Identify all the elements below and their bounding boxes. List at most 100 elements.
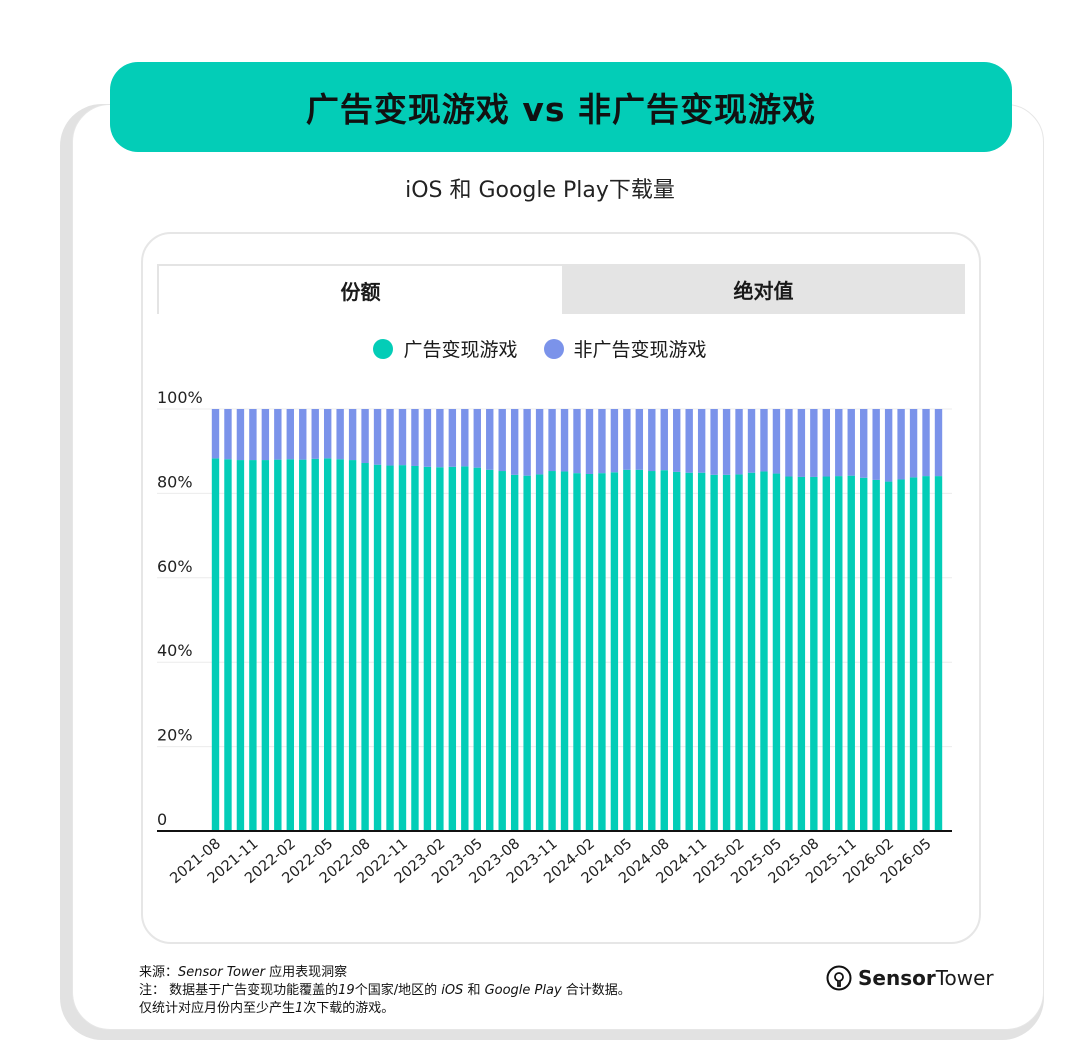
bar-non-ad: [311, 409, 319, 459]
bar-non-ad: [585, 409, 594, 474]
bar-ad: [211, 458, 220, 831]
brand-logo: SensorTower: [826, 965, 994, 991]
bar-ad: [685, 472, 693, 831]
title-bar: 广告变现游戏 vs 非广告变现游戏: [110, 62, 1012, 152]
bar-non-ad: [299, 409, 307, 460]
bar-non-ad: [648, 409, 656, 472]
bar-ad: [822, 476, 831, 831]
bar-non-ad: [348, 409, 357, 461]
chart-subtitle: iOS 和 Google Play下载量: [405, 178, 675, 203]
bar-non-ad: [760, 409, 768, 472]
bar-ad: [847, 475, 855, 831]
note-gp: Google Play: [484, 983, 562, 998]
bar-non-ad: [673, 409, 681, 472]
bar-non-ad: [510, 409, 519, 475]
footer-notes: 来源：Sensor Tower 应用表现洞察 注： 数据基于广告变现功能覆盖的1…: [139, 964, 631, 1018]
source-suffix: 应用表现洞察: [264, 965, 348, 980]
bar-non-ad: [835, 409, 843, 477]
bar-ad: [498, 471, 506, 831]
bar-ad: [236, 460, 245, 831]
bar-non-ad: [236, 409, 245, 461]
bar-non-ad: [573, 409, 581, 474]
bar-non-ad: [286, 409, 294, 460]
bar-non-ad: [361, 409, 369, 464]
bar-non-ad: [261, 409, 270, 461]
bar-ad: [785, 476, 793, 831]
note-count: 19: [338, 983, 355, 998]
bar-ad: [398, 465, 407, 831]
y-tick-label: 100%: [157, 388, 203, 407]
legend-item-ad[interactable]: 广告变现游戏: [373, 335, 518, 362]
bar-ad: [909, 477, 918, 831]
bar-ad: [486, 469, 494, 831]
sensor-tower-logo-icon: [826, 965, 852, 991]
bar-non-ad: [872, 409, 880, 480]
tab-absolute[interactable]: 绝对值: [562, 264, 965, 314]
legend-label-ad: 广告变现游戏: [403, 339, 518, 361]
bar-non-ad: [473, 409, 481, 468]
bar-non-ad: [398, 409, 407, 466]
bar-ad: [274, 459, 282, 831]
bar-ad: [535, 474, 544, 831]
note-suffix: 合计数据。: [561, 983, 631, 998]
bar-ad: [336, 459, 344, 831]
bar-non-ad: [810, 409, 818, 477]
bar-non-ad: [386, 409, 394, 466]
bar-non-ad: [635, 409, 644, 470]
bar-non-ad: [623, 409, 631, 470]
y-tick-label: 40%: [157, 641, 193, 660]
bar-non-ad: [797, 409, 806, 477]
bar-ad: [772, 473, 781, 831]
source-prefix: 来源：: [139, 965, 179, 980]
bar-non-ad: [560, 409, 569, 472]
bar-ad: [797, 476, 806, 831]
legend-item-non-ad[interactable]: 非广告变现游戏: [543, 335, 707, 362]
bar-ad: [548, 471, 556, 831]
legend: 广告变现游戏 非广告变现游戏: [0, 335, 1080, 362]
bar-ad: [286, 459, 294, 831]
note-prefix: 注： 数据基于广告变现功能覆盖的: [139, 983, 339, 998]
bar-non-ad: [897, 409, 905, 480]
bar-ad: [348, 460, 357, 831]
bar-non-ad: [523, 409, 531, 476]
tab-share[interactable]: 份额: [157, 264, 562, 314]
bar-ad: [585, 473, 594, 831]
bar-non-ad: [785, 409, 793, 477]
note-ios: iOS: [441, 983, 464, 998]
note2-prefix: 仅统计对应月份内至少产生: [139, 1001, 296, 1016]
bar-non-ad: [772, 409, 781, 474]
bar-non-ad: [860, 409, 868, 478]
bar-ad: [648, 471, 656, 831]
bar-non-ad: [598, 409, 606, 474]
bar-ad: [598, 473, 606, 831]
bar-ad: [423, 466, 432, 831]
legend-label-non-ad: 非广告变现游戏: [573, 339, 707, 361]
y-tick-label: 80%: [157, 472, 193, 491]
bar-non-ad: [423, 409, 432, 467]
bar-non-ad: [934, 409, 943, 477]
bar-ad: [722, 474, 731, 831]
brand-part2: Tower: [935, 966, 994, 990]
bar-ad: [448, 466, 457, 831]
bar-non-ad: [249, 409, 257, 461]
bar-ad: [872, 479, 880, 831]
bar-ad: [573, 473, 581, 831]
bar-ad: [311, 458, 319, 831]
source-line: 来源：Sensor Tower 应用表现洞察: [139, 964, 631, 982]
bar-non-ad: [436, 409, 444, 468]
bar-ad: [299, 459, 307, 831]
bar-ad: [673, 471, 681, 831]
bar-non-ad: [535, 409, 544, 475]
bar-ad: [373, 464, 382, 831]
y-tick-label: 0: [157, 810, 167, 829]
bar-non-ad: [909, 409, 918, 478]
bar-ad: [623, 469, 631, 831]
bar-ad: [224, 459, 232, 831]
bar-non-ad: [373, 409, 382, 465]
bar-non-ad: [685, 409, 693, 473]
y-tick-label: 60%: [157, 557, 193, 576]
bar-ad: [760, 471, 768, 831]
bar-ad: [835, 476, 843, 831]
bar-ad: [635, 469, 644, 831]
